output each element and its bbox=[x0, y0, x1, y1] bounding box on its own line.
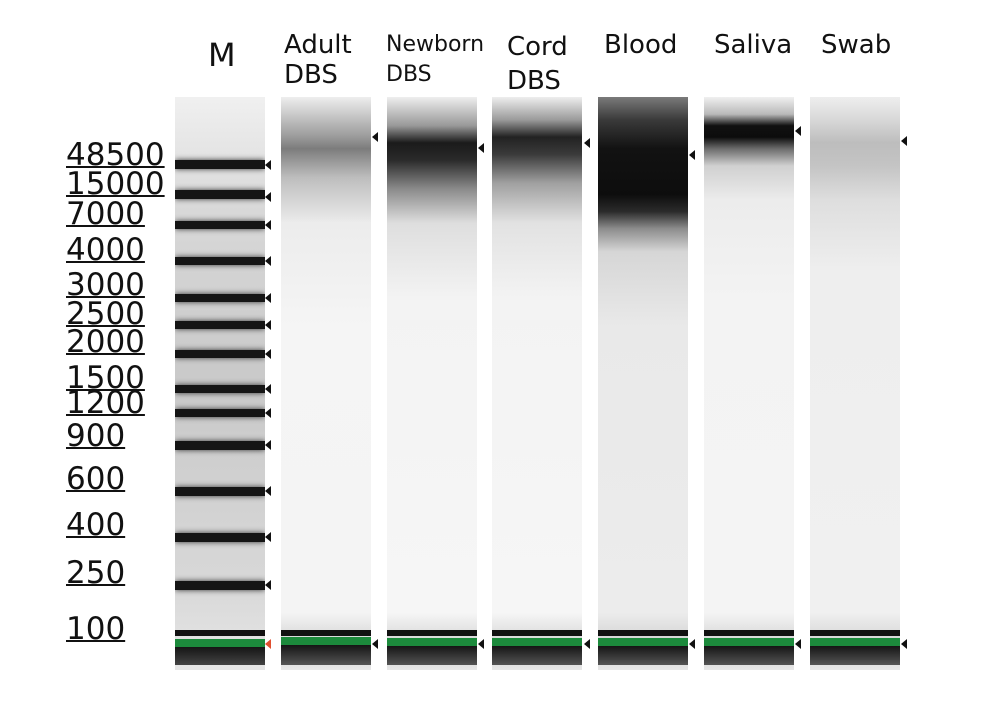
lower-marker-band bbox=[704, 638, 794, 646]
ladder-band bbox=[175, 441, 265, 450]
ladder-band bbox=[175, 385, 265, 393]
lane-label-swab: Swab bbox=[821, 30, 892, 60]
lower-marker-band bbox=[492, 638, 582, 646]
size-label-250: 250 bbox=[66, 555, 126, 591]
peak-arrow-icon bbox=[265, 160, 271, 170]
lane-label-newborn-dbs: Newborn DBS bbox=[386, 32, 485, 87]
lower-marker-band bbox=[281, 637, 371, 645]
lower-marker-band bbox=[387, 638, 477, 646]
size-label-3000: 3000 bbox=[66, 267, 145, 303]
size-label-15000: 15000 bbox=[66, 166, 165, 202]
size-label-2500: 2500 bbox=[66, 296, 145, 332]
ladder-band bbox=[175, 350, 265, 358]
size-label-7000: 7000 bbox=[66, 196, 145, 232]
peak-arrow-icon bbox=[584, 138, 590, 148]
peak-arrow-icon bbox=[265, 408, 271, 418]
lane-label-cord-dbs: Cord DBS bbox=[507, 32, 568, 96]
peak-arrow-icon bbox=[795, 126, 801, 136]
sample-band bbox=[281, 630, 371, 636]
peak-arrow-icon bbox=[372, 132, 378, 142]
peak-arrow-icon bbox=[265, 580, 271, 590]
peak-arrow-icon bbox=[265, 320, 271, 330]
ladder-band bbox=[175, 581, 265, 590]
size-label-1200: 1200 bbox=[66, 385, 145, 421]
gel-lane-saliva bbox=[704, 97, 794, 670]
gel-lane-cord-dbs bbox=[492, 97, 582, 670]
lane-label-m: M bbox=[208, 36, 236, 74]
lower-marker-band bbox=[175, 639, 265, 647]
lane-label-adult-dbs: Adult DBS bbox=[284, 30, 352, 90]
size-label-2000: 2000 bbox=[66, 324, 145, 360]
peak-arrow-icon bbox=[584, 639, 590, 649]
gel-lane-adult-dbs bbox=[281, 97, 371, 670]
ladder-band bbox=[175, 487, 265, 496]
ladder-band bbox=[175, 321, 265, 329]
peak-arrow-icon bbox=[901, 639, 907, 649]
peak-arrow-icon bbox=[265, 486, 271, 496]
size-label-48500: 48500 bbox=[66, 137, 165, 173]
gel-lane-swab bbox=[810, 97, 900, 670]
ladder-band bbox=[175, 630, 265, 636]
lower-marker-shadow bbox=[598, 646, 688, 665]
sample-band bbox=[598, 630, 688, 636]
size-label-900: 900 bbox=[66, 418, 126, 454]
gel-lane-newborn-dbs bbox=[387, 97, 477, 670]
size-label-1500: 1500 bbox=[66, 360, 145, 396]
size-label-600: 600 bbox=[66, 461, 126, 497]
sample-band bbox=[492, 630, 582, 636]
peak-arrow-icon bbox=[265, 256, 271, 266]
lower-marker-shadow bbox=[704, 646, 794, 665]
sample-band bbox=[387, 630, 477, 636]
ladder-band bbox=[175, 257, 265, 265]
lower-marker-shadow bbox=[281, 645, 371, 665]
peak-arrow-icon bbox=[265, 192, 271, 202]
ladder-band bbox=[175, 221, 265, 229]
peak-arrow-icon bbox=[372, 639, 378, 649]
lower-marker-arrow-icon bbox=[265, 639, 271, 649]
lower-marker-shadow bbox=[175, 647, 265, 665]
lower-marker-band bbox=[598, 638, 688, 646]
lower-marker-band bbox=[810, 638, 900, 646]
peak-arrow-icon bbox=[265, 532, 271, 542]
lower-marker-shadow bbox=[387, 646, 477, 665]
peak-arrow-icon bbox=[795, 639, 801, 649]
size-label-4000: 4000 bbox=[66, 232, 145, 268]
ladder-band bbox=[175, 190, 265, 199]
ladder-band bbox=[175, 409, 265, 417]
size-label-400: 400 bbox=[66, 507, 126, 543]
lower-marker-shadow bbox=[492, 646, 582, 665]
peak-arrow-icon bbox=[265, 293, 271, 303]
sample-band bbox=[704, 630, 794, 636]
peak-arrow-icon bbox=[689, 639, 695, 649]
peak-arrow-icon bbox=[265, 220, 271, 230]
ladder-band bbox=[175, 533, 265, 542]
sample-band bbox=[810, 630, 900, 636]
lower-marker-shadow bbox=[810, 646, 900, 665]
peak-arrow-icon bbox=[901, 136, 907, 146]
lane-label-saliva: Saliva bbox=[714, 30, 793, 60]
peak-arrow-icon bbox=[478, 639, 484, 649]
peak-arrow-icon bbox=[265, 349, 271, 359]
ladder-band bbox=[175, 294, 265, 302]
size-label-100: 100 bbox=[66, 611, 126, 647]
peak-arrow-icon bbox=[265, 384, 271, 394]
peak-arrow-icon bbox=[478, 143, 484, 153]
peak-arrow-icon bbox=[689, 150, 695, 160]
lane-label-blood: Blood bbox=[604, 30, 678, 60]
gel-lane-m bbox=[175, 97, 265, 670]
ladder-band bbox=[175, 160, 265, 169]
gel-lane-blood bbox=[598, 97, 688, 670]
peak-arrow-icon bbox=[265, 440, 271, 450]
